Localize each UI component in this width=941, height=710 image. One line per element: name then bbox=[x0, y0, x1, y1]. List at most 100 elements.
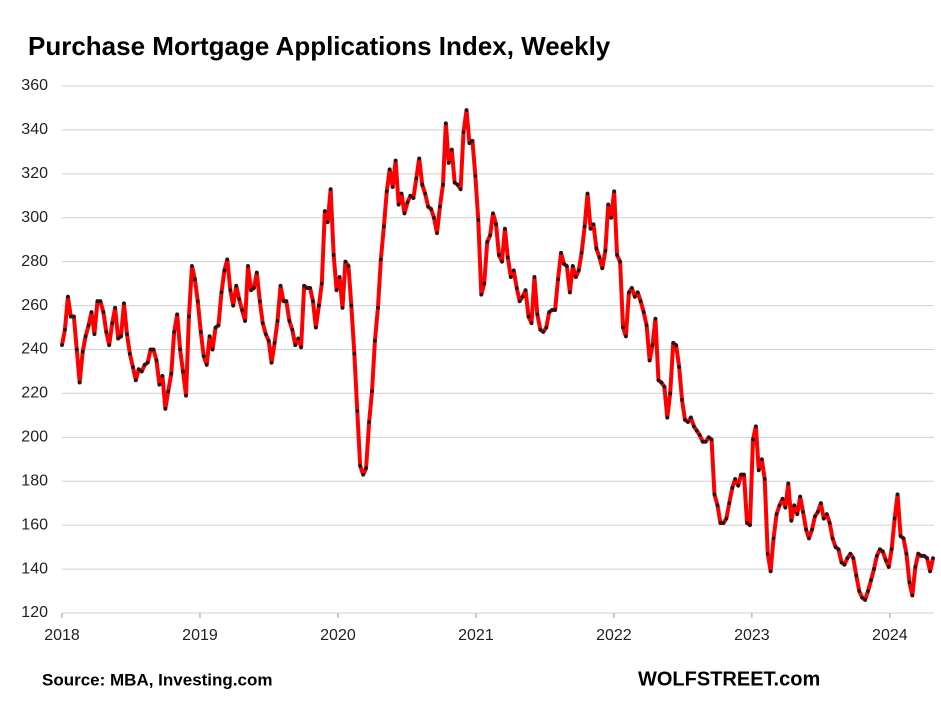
data-point bbox=[290, 327, 295, 332]
data-point bbox=[216, 323, 221, 328]
data-point bbox=[706, 435, 711, 440]
data-point bbox=[387, 167, 392, 172]
data-point bbox=[190, 264, 194, 268]
data-point bbox=[340, 305, 345, 310]
data-point bbox=[110, 321, 115, 326]
data-point bbox=[544, 325, 549, 330]
data-point bbox=[222, 268, 227, 273]
data-point bbox=[441, 182, 445, 187]
data-point bbox=[807, 536, 811, 541]
data-point bbox=[95, 299, 100, 304]
data-point bbox=[213, 325, 218, 330]
data-point bbox=[411, 196, 416, 200]
data-point bbox=[615, 253, 619, 257]
data-point bbox=[603, 248, 608, 253]
data-point bbox=[405, 200, 410, 205]
data-point bbox=[334, 288, 339, 293]
data-point bbox=[399, 191, 404, 196]
data-point bbox=[479, 292, 484, 297]
data-point bbox=[228, 288, 233, 293]
x-tick-label: 2022 bbox=[596, 627, 632, 644]
y-tick-label: 120 bbox=[21, 604, 48, 621]
data-point bbox=[505, 255, 510, 260]
data-point bbox=[414, 176, 419, 181]
data-point bbox=[880, 549, 885, 554]
data-point bbox=[532, 275, 537, 279]
data-point bbox=[818, 501, 823, 506]
data-point bbox=[680, 398, 684, 402]
data-point bbox=[151, 347, 156, 352]
data-point bbox=[591, 222, 596, 227]
data-point bbox=[272, 341, 277, 345]
data-point bbox=[883, 558, 888, 563]
source-note: Source: MBA, Investing.com bbox=[42, 670, 272, 689]
data-point bbox=[145, 360, 150, 365]
data-point bbox=[621, 325, 625, 330]
data-point bbox=[482, 281, 487, 286]
data-point bbox=[600, 266, 605, 271]
data-point bbox=[836, 547, 841, 552]
y-tick-label: 280 bbox=[21, 253, 48, 270]
data-point bbox=[384, 189, 389, 194]
data-point bbox=[860, 595, 865, 600]
data-point bbox=[594, 246, 599, 251]
data-point bbox=[922, 554, 927, 558]
data-point bbox=[653, 316, 658, 321]
data-point bbox=[163, 406, 168, 411]
data-point bbox=[559, 250, 563, 255]
data-point bbox=[878, 547, 882, 552]
data-point bbox=[408, 193, 413, 198]
data-point bbox=[322, 209, 327, 214]
data-point bbox=[520, 294, 525, 299]
data-point bbox=[795, 512, 800, 517]
data-point bbox=[254, 270, 259, 275]
data-point bbox=[739, 472, 744, 477]
chart-title: Purchase Mortgage Applications Index, We… bbox=[28, 31, 611, 61]
data-point bbox=[263, 332, 268, 337]
data-point bbox=[364, 466, 368, 470]
data-point bbox=[526, 314, 531, 319]
data-point bbox=[821, 516, 826, 521]
data-point bbox=[455, 182, 460, 187]
data-point bbox=[423, 191, 428, 196]
data-point bbox=[765, 551, 770, 556]
data-point bbox=[116, 336, 121, 341]
data-point bbox=[567, 290, 572, 295]
data-point bbox=[204, 362, 209, 367]
data-point bbox=[733, 477, 738, 481]
data-point bbox=[325, 220, 330, 225]
data-point bbox=[570, 264, 575, 268]
data-point bbox=[644, 323, 649, 328]
data-point bbox=[931, 556, 935, 561]
data-point bbox=[246, 264, 250, 268]
data-point bbox=[804, 527, 808, 532]
data-point bbox=[68, 314, 73, 319]
data-point bbox=[671, 341, 676, 345]
data-point bbox=[627, 290, 631, 295]
data-point bbox=[349, 303, 354, 308]
data-point bbox=[331, 253, 336, 257]
data-point bbox=[606, 202, 611, 207]
data-point bbox=[780, 496, 785, 501]
data-point bbox=[328, 187, 333, 192]
data-point bbox=[874, 554, 879, 558]
data-point bbox=[668, 391, 673, 396]
data-point bbox=[833, 545, 838, 550]
data-point bbox=[523, 288, 528, 293]
data-point bbox=[585, 191, 590, 196]
data-point bbox=[857, 589, 862, 593]
data-point bbox=[127, 351, 132, 356]
x-tick-label: 2020 bbox=[320, 627, 356, 644]
data-point bbox=[449, 147, 454, 152]
data-point bbox=[895, 492, 900, 497]
data-point bbox=[866, 589, 870, 593]
data-point bbox=[721, 521, 726, 525]
y-tick-label: 360 bbox=[21, 77, 48, 94]
data-point bbox=[801, 510, 805, 514]
data-point bbox=[538, 327, 543, 332]
data-point bbox=[195, 299, 200, 304]
data-point bbox=[904, 551, 909, 556]
data-point bbox=[612, 189, 617, 194]
data-point bbox=[715, 503, 720, 508]
